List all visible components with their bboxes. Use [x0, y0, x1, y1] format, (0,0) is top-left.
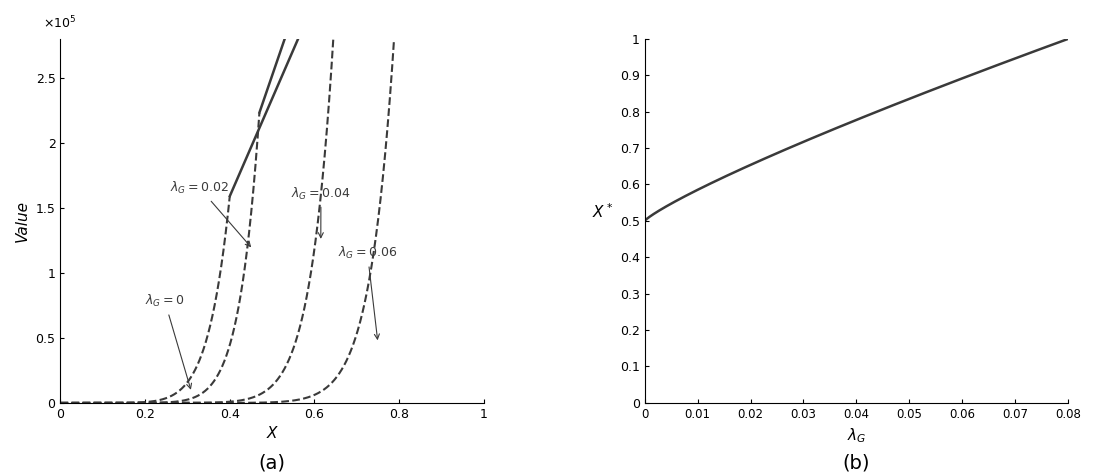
Text: (b): (b): [843, 454, 870, 473]
X-axis label: $\lambda_G$: $\lambda_G$: [847, 426, 866, 445]
X-axis label: X: X: [266, 426, 277, 441]
Text: $\lambda_G = 0$: $\lambda_G = 0$: [145, 293, 192, 389]
Text: $\lambda_G = 0.06$: $\lambda_G = 0.06$: [338, 246, 397, 339]
Text: (a): (a): [259, 454, 286, 473]
Text: $\lambda_G = 0.02$: $\lambda_G = 0.02$: [171, 180, 250, 246]
Text: $\times 10^5$: $\times 10^5$: [44, 15, 77, 32]
Y-axis label: $X^*$: $X^*$: [593, 202, 614, 221]
Text: $\lambda_G=0.04$: $\lambda_G=0.04$: [292, 185, 351, 237]
Y-axis label: Value: Value: [15, 200, 30, 242]
